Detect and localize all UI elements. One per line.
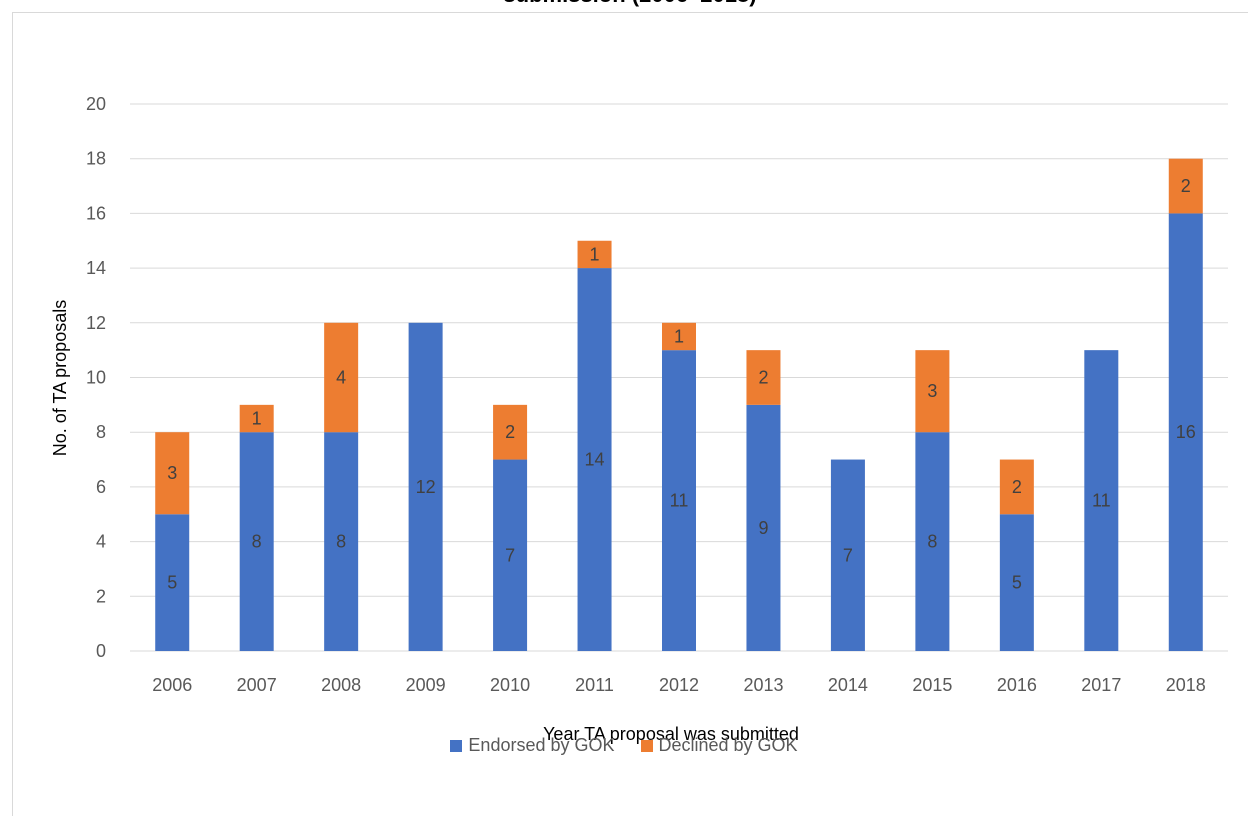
data-label: 1 — [674, 326, 684, 346]
y-tick-label: 10 — [86, 368, 106, 388]
legend-item-endorsed: Endorsed by GOK — [450, 735, 615, 756]
bar-declined — [1168, 158, 1203, 214]
bar-declined — [155, 432, 190, 515]
bar-declined — [324, 322, 359, 433]
bar-endorsed — [662, 350, 696, 651]
x-tick-label: 2010 — [490, 675, 530, 695]
x-tick-label: 2018 — [1166, 675, 1206, 695]
legend-label-declined: Declined by GOK — [658, 735, 798, 755]
bar-endorsed — [915, 432, 950, 651]
x-tick-label: 2007 — [237, 675, 277, 695]
y-tick-label: 4 — [96, 532, 106, 552]
x-tick-label: 2008 — [321, 675, 361, 695]
x-tick-label: 2015 — [912, 675, 952, 695]
x-tick-label: 2009 — [406, 675, 446, 695]
data-label: 7 — [843, 545, 853, 565]
x-tick-label: 2014 — [828, 675, 868, 695]
bar-endorsed — [830, 459, 865, 651]
y-tick-label: 8 — [96, 422, 106, 442]
x-tick-label: 2013 — [743, 675, 783, 695]
data-label: 5 — [1012, 573, 1022, 593]
y-tick-label: 6 — [96, 477, 106, 497]
data-label: 8 — [252, 532, 262, 552]
data-label: 1 — [252, 409, 262, 429]
bar-endorsed — [577, 268, 612, 651]
y-tick-label: 20 — [86, 94, 106, 114]
data-label: 1 — [590, 244, 600, 264]
x-axis-ticks: 2006 2007 2008 2009 2010 2011 2012 2013 2014 2015… — [152, 675, 1206, 695]
bar-endorsed — [999, 514, 1034, 651]
data-label: 3 — [167, 463, 177, 483]
data-label: 16 — [1176, 422, 1196, 442]
data-label: 3 — [927, 381, 937, 401]
bar-declined — [239, 404, 274, 433]
y-tick-label: 14 — [86, 258, 106, 278]
y-tick-label: 12 — [86, 313, 106, 333]
legend-label-endorsed: Endorsed by GOK — [468, 735, 615, 755]
x-tick-label: 2016 — [997, 675, 1037, 695]
data-label: 2 — [758, 368, 768, 388]
bar-endorsed — [1084, 350, 1119, 651]
bar-endorsed — [155, 514, 190, 651]
data-label: 2 — [505, 422, 515, 442]
x-tick-label: 2006 — [152, 675, 192, 695]
bar-declined — [493, 404, 528, 460]
data-label: 2 — [1181, 176, 1191, 196]
data-label: 12 — [416, 477, 436, 497]
x-tick-label: 2017 — [1081, 675, 1121, 695]
chart-title: submission (2006–2018) — [0, 0, 1248, 8]
legend-item-declined: Declined by GOK — [640, 735, 798, 756]
x-axis-title: Year TA proposal was submitted — [543, 724, 799, 744]
data-label: 2 — [1012, 477, 1022, 497]
legend: Endorsed by GOK Declined by GOK — [0, 735, 1248, 756]
bar-endorsed — [239, 432, 274, 651]
data-label: 11 — [670, 491, 689, 511]
x-tick-label: 2011 — [575, 675, 614, 695]
bar-endorsed — [493, 459, 528, 651]
legend-swatch-declined — [640, 739, 653, 752]
data-label: 11 — [1092, 491, 1111, 511]
y-axis-ticks: 0 2 4 6 8 10 12 14 16 18 20 — [86, 94, 106, 661]
y-tick-label: 0 — [96, 641, 106, 661]
y-axis-title: No. of TA proposals — [50, 300, 70, 456]
bar-declined — [746, 350, 781, 405]
data-label: 14 — [585, 450, 605, 470]
x-tick-label: 2012 — [659, 675, 699, 695]
y-tick-label: 16 — [86, 203, 106, 223]
bar-declined — [999, 459, 1034, 515]
data-label: 5 — [167, 573, 177, 593]
data-label: 4 — [336, 368, 346, 388]
data-label: 9 — [758, 518, 768, 538]
data-label: 8 — [336, 532, 346, 552]
bar-endorsed — [1168, 213, 1203, 651]
bar-declined — [915, 350, 950, 433]
chart-frame — [12, 12, 1248, 816]
bar-declined — [662, 322, 696, 351]
legend-swatch-endorsed — [450, 739, 463, 752]
bar-declined — [577, 240, 612, 269]
data-label: 7 — [505, 545, 515, 565]
data-label: 8 — [927, 532, 937, 552]
y-tick-label: 18 — [86, 149, 106, 169]
bar-endorsed — [324, 432, 359, 651]
y-tick-label: 2 — [96, 586, 106, 606]
bar-endorsed — [746, 404, 781, 651]
bar-endorsed — [408, 322, 443, 651]
